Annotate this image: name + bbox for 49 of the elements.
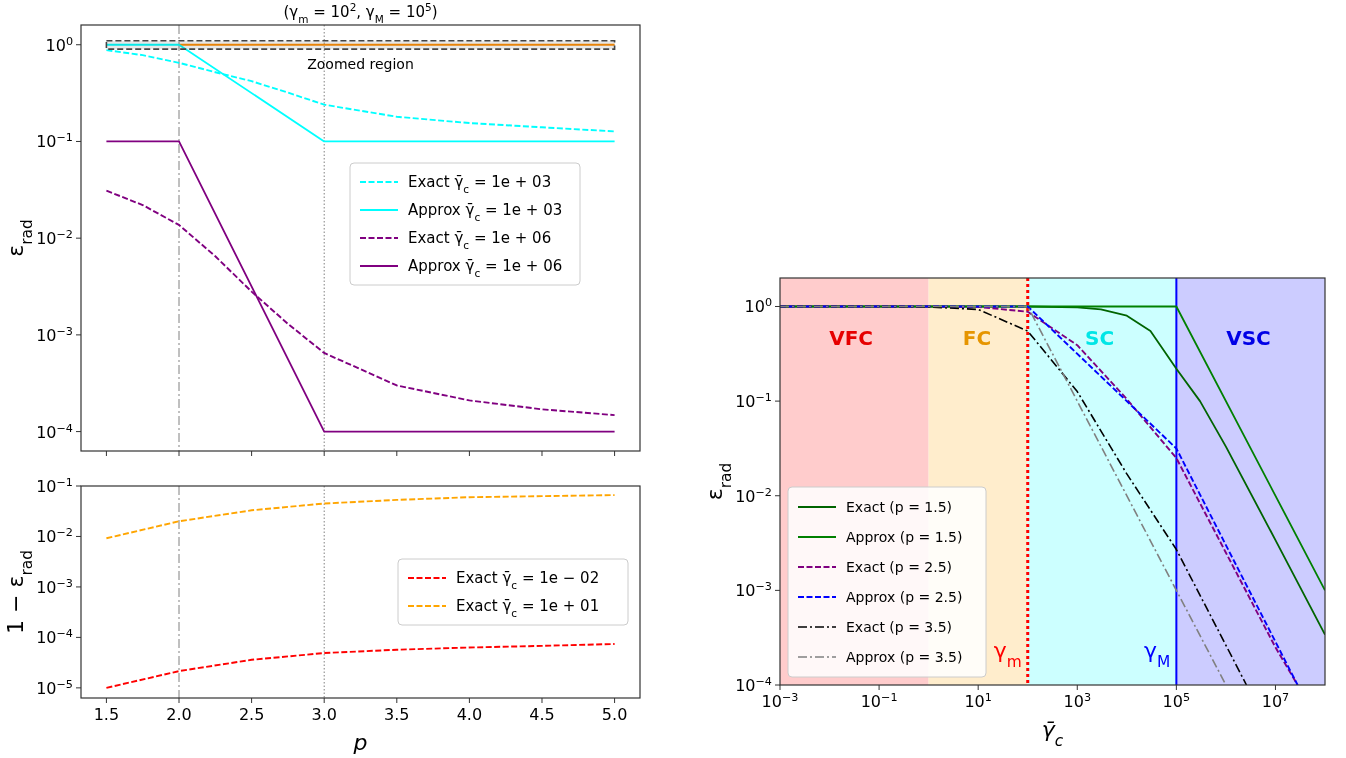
x-tick-label: 10$^{5}$ <box>1162 690 1191 711</box>
y-tick-label: 10$^{0}$ <box>45 34 73 55</box>
y-tick-label: 10$^{−2}$ <box>36 227 73 249</box>
x-axis-title: p <box>352 730 368 755</box>
y-tick-label: 10$^{−1}$ <box>36 475 73 496</box>
band-label: SC <box>1084 326 1115 350</box>
x-tick-label: 5.0 <box>601 705 628 724</box>
x-tick-label: 10$^{1}$ <box>964 690 992 711</box>
y-tick-label: 10$^{−1}$ <box>36 130 73 152</box>
legend-label: Exact (p = 1.5) <box>846 499 953 515</box>
x-tick-label: 4.0 <box>456 705 483 724</box>
legend-label: Approx (p = 1.5) <box>846 529 963 545</box>
y-tick-label: 10$^{−3}$ <box>36 576 73 597</box>
ref-line-label: γ$_{M}$ <box>1144 638 1171 671</box>
y-tick-label: 10$^{−2}$ <box>36 525 73 547</box>
legend-label: Exact (p = 3.5) <box>846 619 953 635</box>
x-axis-title: γ̄$_{c}$ <box>1041 717 1064 750</box>
y-tick-label: 10$^{−4}$ <box>36 626 73 648</box>
x-tick-label: 3.0 <box>311 705 337 724</box>
legend-label: Approx (p = 2.5) <box>846 589 963 605</box>
y-tick-label: 10$^{−4}$ <box>36 421 73 442</box>
chart-title: (γ$_{m}$ = 10$^{2}$, γ$_{M}$ = 10$^{5}$) <box>283 1 438 25</box>
x-tick-label: 3.5 <box>384 705 410 724</box>
band-label: FC <box>962 326 992 350</box>
ref-line-label: γ$_{m}$ <box>993 638 1022 671</box>
y-tick-label: 10$^{−2}$ <box>735 485 772 506</box>
band-label: VSC <box>1226 326 1271 350</box>
band-label: VFC <box>829 326 873 350</box>
x-tick-label: 10$^{3}$ <box>1063 690 1092 711</box>
legend-label: Exact γ̄$_{c}$ = 1e + 01 <box>456 597 600 619</box>
x-tick-label: 10$^{−1}$ <box>860 690 898 711</box>
y-tick-label: 10$^{−1}$ <box>735 390 772 412</box>
legend-label: Approx γ̄$_{c}$ = 1e + 03 <box>408 201 563 223</box>
legend-label: Exact γ̄$_{c}$ = 1e − 02 <box>456 569 600 591</box>
x-tick-label: 1.5 <box>93 705 120 724</box>
x-tick-label: 2.5 <box>238 705 265 724</box>
legend-label: Exact (p = 2.5) <box>846 559 953 575</box>
x-tick-label: 2.0 <box>166 705 192 724</box>
y-tick-label: 10$^{−5}$ <box>36 677 73 698</box>
y-tick-label: 10$^{−3}$ <box>36 324 73 345</box>
band-label: Zoomed region <box>307 56 414 73</box>
legend-label: Approx (p = 3.5) <box>846 649 963 665</box>
x-tick-label: 10$^{7}$ <box>1261 690 1290 711</box>
y-tick-label: 10$^{0}$ <box>744 295 772 317</box>
legend-label: Exact γ̄$_{c}$ = 1e + 06 <box>408 229 552 251</box>
legend-label: Approx γ̄$_{c}$ = 1e + 06 <box>408 257 563 279</box>
legend-label: Exact γ̄$_{c}$ = 1e + 03 <box>408 173 552 195</box>
y-tick-label: 10$^{−3}$ <box>735 579 772 601</box>
x-tick-label: 4.5 <box>529 705 555 724</box>
